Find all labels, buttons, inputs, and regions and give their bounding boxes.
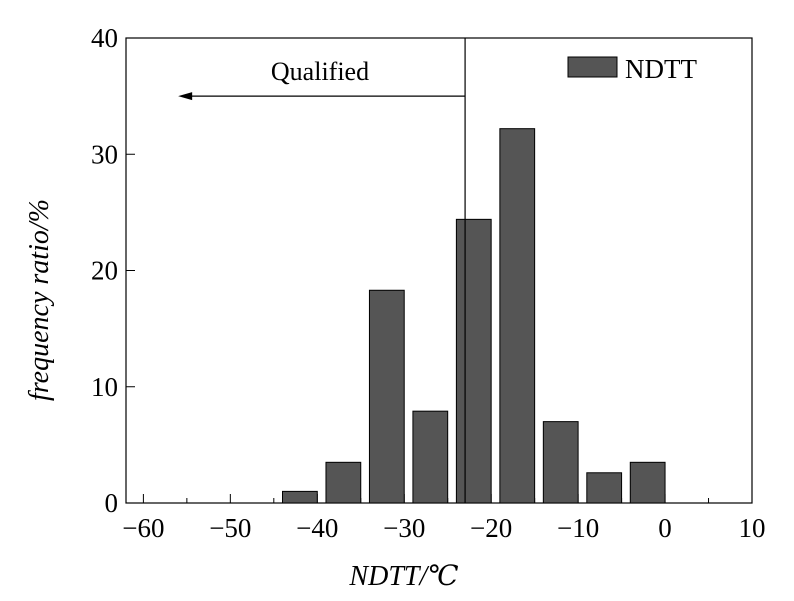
bars [282, 128, 666, 504]
y-tick-label: 40 [91, 23, 118, 53]
y-tick-label: 10 [91, 372, 118, 402]
bar [586, 472, 623, 504]
bar [282, 490, 318, 504]
bar [499, 128, 536, 504]
x-tick-label: −30 [383, 513, 425, 543]
y-tick-label: 20 [91, 256, 118, 286]
y-tick-label: 0 [105, 488, 119, 518]
x-tick-label: −60 [122, 513, 164, 543]
bar [368, 289, 405, 504]
x-tick-label: −50 [209, 513, 251, 543]
bar [455, 218, 492, 504]
x-tick-label: 0 [658, 513, 672, 543]
y-axis-title: frequency ratio/% [24, 199, 55, 401]
x-tick-label: −10 [557, 513, 599, 543]
bar [412, 410, 449, 504]
bar [542, 421, 579, 504]
x-tick-labels: −60 −50 −40 −30 −20 −10 0 10 [122, 513, 765, 543]
qualified-arrowhead [178, 92, 193, 101]
legend-label: NDTT [625, 54, 697, 84]
x-axis-title: NDTT/℃ [348, 561, 458, 592]
x-tick-label: 10 [739, 513, 766, 543]
y-tick-labels: 0 10 20 30 40 [91, 23, 118, 518]
y-tick-label: 30 [91, 139, 118, 169]
qualified-label: Qualified [271, 57, 369, 86]
x-tick-label: −20 [470, 513, 512, 543]
bar [629, 461, 666, 504]
bar [325, 461, 362, 504]
x-tick-label: −40 [296, 513, 338, 543]
legend-swatch [567, 56, 618, 78]
